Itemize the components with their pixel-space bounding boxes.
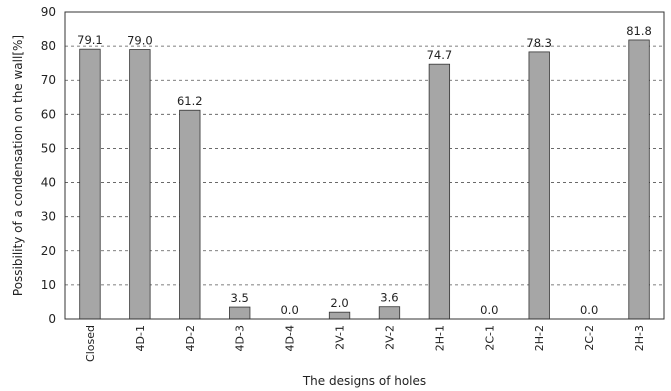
y-tick-label: 70 bbox=[41, 73, 56, 87]
bar bbox=[428, 63, 451, 320]
x-tick-label: 2V-1 bbox=[334, 325, 347, 350]
x-tick-label: 2H-3 bbox=[633, 325, 646, 351]
x-tick-label: 4D-2 bbox=[184, 325, 197, 351]
y-tick-label: 20 bbox=[41, 244, 56, 258]
bars bbox=[79, 39, 650, 320]
bar bbox=[628, 39, 650, 320]
y-axis-ticks: 0 10 20 30 40 50 60 70 80 90 bbox=[41, 5, 56, 326]
bar bbox=[79, 48, 101, 320]
bar bbox=[528, 51, 550, 320]
data-labels: 79.1 79.0 61.2 3.5 0.0 2.0 3.6 74.7 0.0 78.3 0.0 81… bbox=[77, 24, 652, 317]
x-tick-label: 2H-2 bbox=[533, 325, 546, 351]
data-label: 79.0 bbox=[127, 34, 153, 48]
data-label: 81.8 bbox=[626, 24, 652, 38]
y-tick-label: 30 bbox=[41, 210, 56, 224]
x-tick-label: 2V-2 bbox=[383, 325, 396, 350]
data-label: 3.6 bbox=[380, 291, 398, 305]
x-tick-label: 2C-2 bbox=[583, 325, 596, 351]
data-label: 0.0 bbox=[280, 303, 298, 317]
x-axis-title: The designs of holes bbox=[302, 374, 426, 388]
data-label: 0.0 bbox=[580, 303, 598, 317]
bar bbox=[129, 49, 151, 320]
bar bbox=[378, 306, 401, 320]
y-axis-title: Possibility of a condensation on the wal… bbox=[11, 35, 25, 296]
y-tick-label: 40 bbox=[41, 176, 56, 190]
y-tick-label: 0 bbox=[48, 312, 56, 326]
x-tick-label: Closed bbox=[84, 325, 97, 362]
data-label: 3.5 bbox=[231, 291, 249, 305]
y-tick-label: 50 bbox=[41, 141, 56, 155]
plot-area bbox=[64, 11, 665, 320]
data-label: 61.2 bbox=[177, 94, 203, 108]
y-tick-label: 80 bbox=[41, 39, 56, 53]
y-tick-label: 60 bbox=[41, 107, 56, 121]
x-tick-label: 2H-1 bbox=[433, 325, 446, 351]
y-tick-label: 10 bbox=[41, 278, 56, 292]
x-axis-ticks: Closed 4D-1 4D-2 4D-3 4D-4 2V-1 2V-2 2H-1 2C-1 2H… bbox=[84, 325, 646, 362]
data-label: 78.3 bbox=[526, 36, 552, 50]
x-tick-label: 4D-1 bbox=[134, 325, 147, 351]
x-tick-label: 4D-3 bbox=[234, 325, 247, 351]
data-label: 2.0 bbox=[330, 296, 348, 310]
bar bbox=[328, 311, 351, 320]
data-label: 74.7 bbox=[427, 48, 453, 62]
x-tick-label: 4D-4 bbox=[284, 325, 297, 351]
bar bbox=[179, 109, 201, 320]
grid-lines bbox=[65, 45, 664, 286]
data-label: 0.0 bbox=[480, 303, 498, 317]
bar bbox=[229, 306, 251, 320]
x-tick-label: 2C-1 bbox=[483, 325, 496, 351]
y-tick-label: 90 bbox=[41, 5, 56, 19]
data-label: 79.1 bbox=[77, 33, 103, 47]
